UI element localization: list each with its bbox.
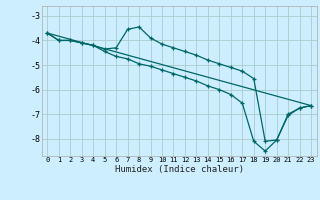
X-axis label: Humidex (Indice chaleur): Humidex (Indice chaleur) — [115, 165, 244, 174]
